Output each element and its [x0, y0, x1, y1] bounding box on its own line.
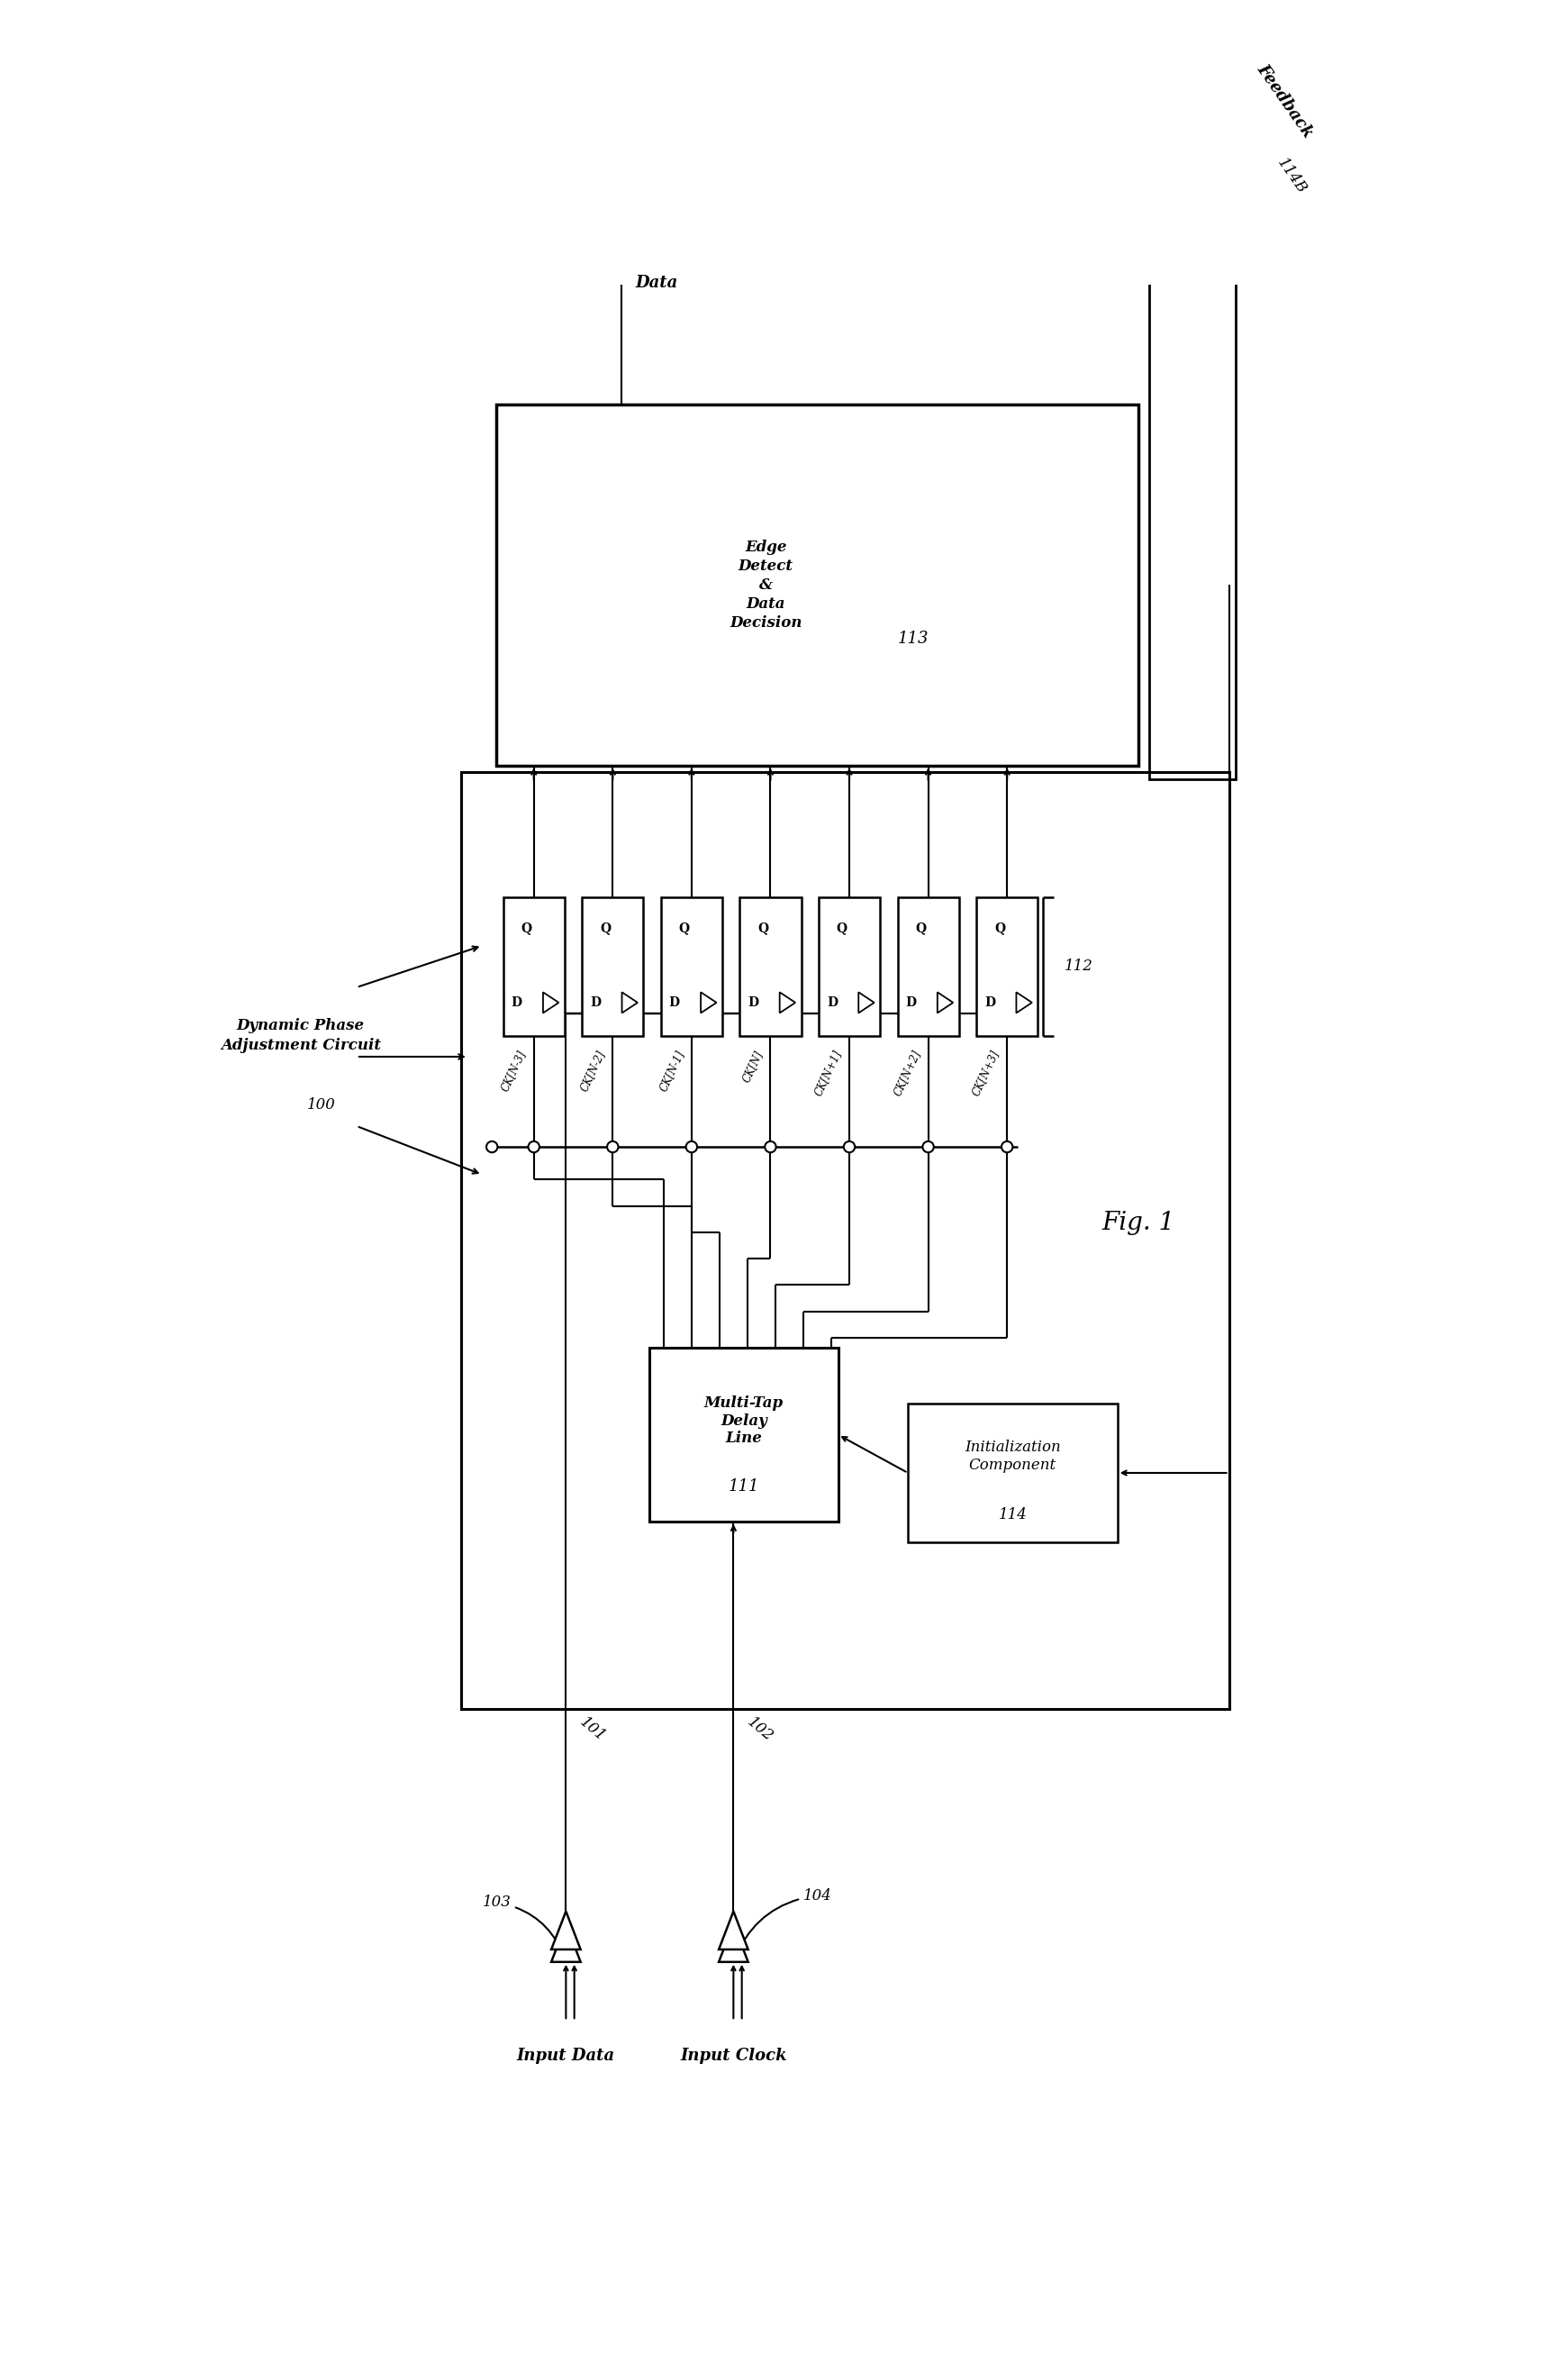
- Text: Fig. 1: Fig. 1: [1102, 1212, 1174, 1236]
- Text: 100: 100: [307, 1098, 336, 1112]
- Text: CK[N+2]: CK[N+2]: [891, 1048, 922, 1098]
- Bar: [503, 897, 564, 1037]
- Text: CK[N-1]: CK[N-1]: [657, 1048, 685, 1093]
- Text: D: D: [748, 996, 759, 1008]
- Text: 101: 101: [577, 1715, 608, 1746]
- Bar: [908, 1404, 1118, 1542]
- Text: Multi-Tap
Delay
Line: Multi-Tap Delay Line: [704, 1395, 784, 1447]
- Polygon shape: [622, 991, 638, 1013]
- Text: D: D: [590, 996, 601, 1008]
- Bar: [897, 897, 960, 1037]
- Bar: [740, 897, 801, 1037]
- Text: 104: 104: [734, 1888, 833, 1959]
- Text: Q: Q: [679, 920, 690, 935]
- Text: 114: 114: [999, 1506, 1027, 1523]
- Text: Input Clock: Input Clock: [681, 2047, 787, 2064]
- Text: D: D: [826, 996, 837, 1008]
- Bar: [1149, 244, 1236, 780]
- Polygon shape: [1016, 991, 1032, 1013]
- Text: CK[N+3]: CK[N+3]: [971, 1048, 1002, 1098]
- Text: Q: Q: [521, 920, 532, 935]
- Text: 103: 103: [483, 1895, 564, 1959]
- Text: D: D: [985, 996, 996, 1008]
- Text: Initialization
Component: Initialization Component: [964, 1440, 1060, 1473]
- Bar: [461, 773, 1229, 1708]
- Circle shape: [765, 1141, 776, 1153]
- Text: Q: Q: [601, 920, 612, 935]
- Text: D: D: [906, 996, 916, 1008]
- Text: Q: Q: [916, 920, 927, 935]
- Text: CK[N]: CK[N]: [740, 1048, 765, 1084]
- Bar: [649, 1347, 839, 1520]
- Text: CK[N-3]: CK[N-3]: [499, 1048, 528, 1093]
- Circle shape: [486, 1141, 497, 1153]
- Polygon shape: [701, 991, 717, 1013]
- Circle shape: [607, 1141, 618, 1153]
- Text: CK[N-2]: CK[N-2]: [579, 1048, 607, 1093]
- Text: 112: 112: [1065, 958, 1093, 975]
- Text: Edge
Detect
&
Data
Decision: Edge Detect & Data Decision: [729, 541, 803, 631]
- Polygon shape: [859, 991, 875, 1013]
- Text: 111: 111: [729, 1478, 759, 1494]
- Text: Dynamic Phase
Adjustment Circuit: Dynamic Phase Adjustment Circuit: [221, 1018, 381, 1053]
- Bar: [582, 897, 643, 1037]
- Circle shape: [1002, 1141, 1013, 1153]
- Text: Feedback: Feedback: [1253, 62, 1316, 140]
- Bar: [818, 897, 880, 1037]
- Circle shape: [528, 1141, 539, 1153]
- Text: 113: 113: [898, 631, 930, 648]
- Bar: [660, 897, 723, 1037]
- Polygon shape: [718, 1912, 748, 1950]
- Polygon shape: [552, 1912, 580, 1950]
- Text: 102: 102: [743, 1715, 776, 1746]
- Text: CK[N+1]: CK[N+1]: [812, 1048, 844, 1098]
- Text: Q: Q: [757, 920, 768, 935]
- Polygon shape: [543, 991, 558, 1013]
- Polygon shape: [938, 991, 953, 1013]
- Text: D: D: [670, 996, 681, 1008]
- Polygon shape: [718, 1924, 748, 1962]
- Text: Q: Q: [994, 920, 1005, 935]
- Text: Data: Data: [635, 275, 679, 292]
- Bar: [977, 897, 1038, 1037]
- Text: Q: Q: [836, 920, 847, 935]
- Circle shape: [922, 1141, 935, 1153]
- Text: D: D: [511, 996, 522, 1008]
- Text: Input Data: Input Data: [517, 2047, 615, 2064]
- Text: 114B: 114B: [1275, 154, 1309, 197]
- Bar: [495, 406, 1138, 766]
- Polygon shape: [552, 1924, 580, 1962]
- Polygon shape: [779, 991, 795, 1013]
- Circle shape: [844, 1141, 855, 1153]
- Circle shape: [685, 1141, 698, 1153]
